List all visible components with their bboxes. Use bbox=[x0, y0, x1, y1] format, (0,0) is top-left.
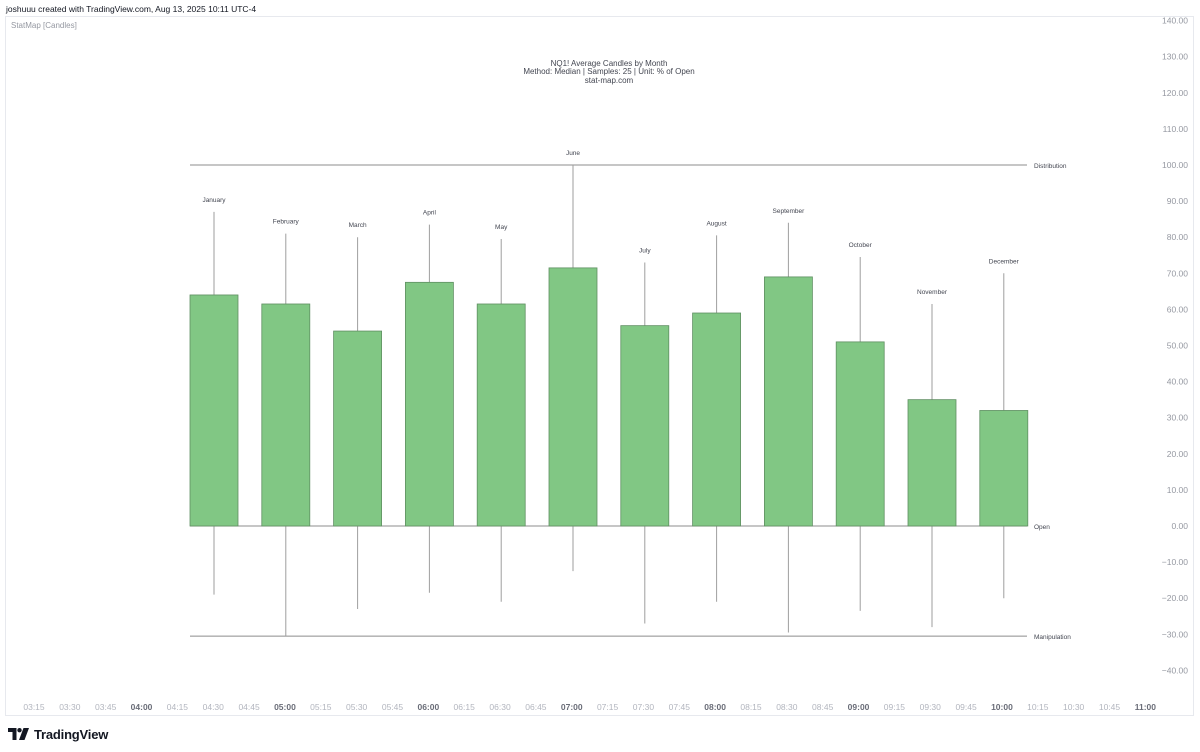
y-axis-tick: 50.00 bbox=[1167, 341, 1189, 351]
y-axis-tick: 100.00 bbox=[1162, 160, 1188, 170]
x-axis-tick: 05:45 bbox=[382, 702, 404, 712]
chart-panel bbox=[5, 16, 1194, 716]
candle-body bbox=[404, 281, 454, 527]
y-axis-tick: 130.00 bbox=[1162, 52, 1188, 62]
y-axis-tick: 60.00 bbox=[1167, 304, 1189, 314]
candle-body bbox=[476, 303, 526, 527]
x-axis-tick: 10:30 bbox=[1063, 702, 1085, 712]
x-axis-tick: 06:45 bbox=[525, 702, 547, 712]
candle-body bbox=[835, 341, 885, 527]
y-axis-tick: 140.00 bbox=[1162, 16, 1188, 26]
candle-label: February bbox=[273, 219, 300, 226]
candle-body bbox=[261, 303, 311, 527]
x-axis-tick: 03:45 bbox=[95, 702, 117, 712]
x-axis-tick: 10:45 bbox=[1099, 702, 1121, 712]
candle-label: August bbox=[706, 220, 726, 227]
candle-body bbox=[764, 276, 813, 527]
x-axis-tick: 10:00 bbox=[991, 702, 1013, 712]
candle-body bbox=[979, 410, 1029, 527]
x-axis-tick: 04:30 bbox=[203, 702, 225, 712]
footer-brand[interactable]: TradingView bbox=[8, 725, 108, 743]
x-axis-tick: 08:30 bbox=[776, 702, 798, 712]
candle-label: June bbox=[566, 150, 580, 157]
y-axis-tick: 120.00 bbox=[1162, 88, 1188, 98]
x-axis-tick: 04:00 bbox=[131, 702, 153, 712]
y-axis-tick: 40.00 bbox=[1167, 377, 1189, 387]
candle-body bbox=[548, 267, 598, 527]
y-axis-tick: −30.00 bbox=[1162, 629, 1189, 639]
candle-body bbox=[620, 325, 670, 527]
x-axis-tick: 04:15 bbox=[167, 702, 189, 712]
y-axis-tick: 0.00 bbox=[1171, 521, 1188, 531]
candle-label: July bbox=[639, 247, 651, 254]
x-axis-tick: 07:15 bbox=[597, 702, 619, 712]
candle-label: March bbox=[349, 222, 367, 229]
y-axis-tick: 10.00 bbox=[1167, 485, 1189, 495]
chart-caption: joshuuu created with TradingView.com, Au… bbox=[6, 4, 257, 14]
x-axis-tick: 08:45 bbox=[812, 702, 834, 712]
candle-label: October bbox=[849, 242, 873, 249]
level-label: Open bbox=[1034, 524, 1050, 531]
y-axis-tick: 20.00 bbox=[1167, 449, 1189, 459]
candle-body bbox=[189, 294, 239, 527]
chart-source: stat-map.com bbox=[585, 76, 634, 85]
x-axis-tick: 07:00 bbox=[561, 702, 583, 712]
x-axis-tick: 07:45 bbox=[669, 702, 691, 712]
x-axis-tick: 05:00 bbox=[274, 702, 296, 712]
x-axis-tick: 06:00 bbox=[417, 702, 439, 712]
candle-label: December bbox=[989, 258, 1020, 265]
candle-body bbox=[907, 399, 957, 527]
x-axis-tick: 04:45 bbox=[238, 702, 260, 712]
candle-body bbox=[333, 330, 383, 527]
y-axis-tick: 110.00 bbox=[1163, 124, 1189, 134]
x-axis-tick: 09:45 bbox=[955, 702, 977, 712]
x-axis-tick: 03:30 bbox=[59, 702, 81, 712]
chart-subtitle: Method: Median | Samples: 25 | Unit: % o… bbox=[523, 67, 694, 76]
level-label: Distribution bbox=[1034, 163, 1067, 170]
candle-label: May bbox=[495, 224, 508, 231]
x-axis-tick: 08:00 bbox=[704, 702, 726, 712]
chart-title: NQ1! Average Candles by Month bbox=[551, 59, 668, 68]
candle-label: April bbox=[423, 210, 437, 217]
candle-label: November bbox=[917, 289, 948, 296]
y-axis-tick: 90.00 bbox=[1167, 196, 1189, 206]
y-axis-tick: 30.00 bbox=[1167, 413, 1189, 423]
x-axis-tick: 05:30 bbox=[346, 702, 368, 712]
x-axis-tick: 09:30 bbox=[920, 702, 942, 712]
x-axis-tick: 06:15 bbox=[454, 702, 476, 712]
candle-label: January bbox=[202, 197, 226, 204]
x-axis-tick: 09:15 bbox=[884, 702, 906, 712]
y-axis-tick: −40.00 bbox=[1162, 665, 1189, 675]
x-axis-tick: 05:15 bbox=[310, 702, 332, 712]
y-axis-tick: 80.00 bbox=[1167, 232, 1189, 242]
y-axis-tick: 70.00 bbox=[1167, 268, 1189, 278]
y-axis-tick: −10.00 bbox=[1162, 557, 1189, 567]
tradingview-wordmark: TradingView bbox=[34, 726, 109, 742]
y-axis-tick: −20.00 bbox=[1162, 593, 1189, 603]
indicator-label[interactable]: StatMap [Candles] bbox=[11, 21, 77, 30]
x-axis-tick: 03:15 bbox=[23, 702, 45, 712]
x-axis-tick: 07:30 bbox=[633, 702, 655, 712]
x-axis-tick: 11:00 bbox=[1135, 702, 1157, 712]
x-axis-tick: 10:15 bbox=[1027, 702, 1049, 712]
x-axis-tick: 06:30 bbox=[489, 702, 511, 712]
candle-label: September bbox=[773, 208, 806, 215]
candle-body bbox=[692, 312, 741, 527]
x-axis-tick: 08:15 bbox=[740, 702, 762, 712]
level-label: Manipulation bbox=[1034, 634, 1071, 641]
x-axis-tick: 09:00 bbox=[848, 702, 870, 712]
tradingview-logo-icon bbox=[8, 727, 29, 740]
